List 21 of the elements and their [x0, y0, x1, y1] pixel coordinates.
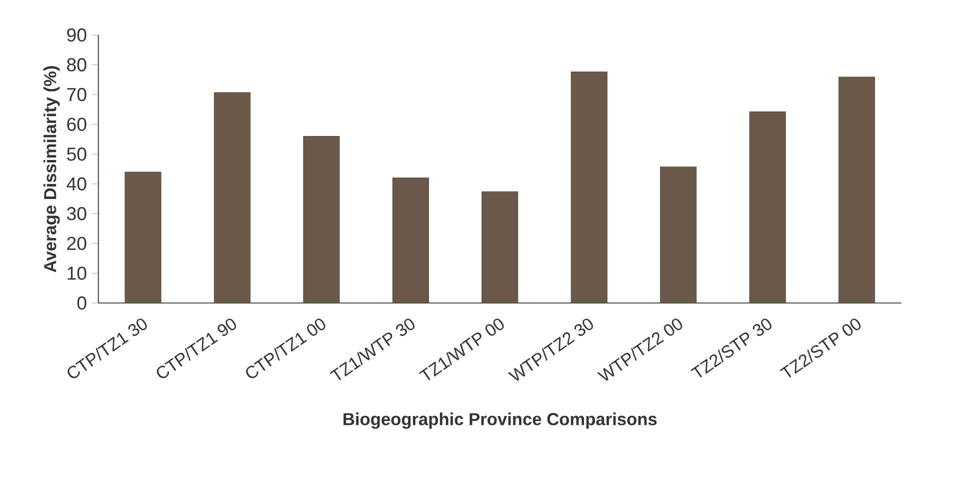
y-tick-label: 20 — [67, 236, 86, 250]
x-axis-title: Biogeographic Province Comparisons — [344, 412, 657, 429]
y-tick-label: 90 — [67, 28, 86, 42]
bar — [838, 76, 876, 303]
y-tick-label: 70 — [67, 88, 86, 102]
bar — [392, 178, 429, 303]
y-tick-label: 40 — [66, 177, 86, 191]
y-axis-title: Average Dissimilarity (%) — [44, 66, 60, 272]
y-tick-label: 80 — [67, 58, 86, 72]
bar — [749, 112, 786, 303]
y-tick-label: 10 — [68, 266, 86, 280]
bar — [482, 191, 518, 303]
bar — [570, 72, 608, 303]
bar — [124, 172, 162, 303]
bar — [303, 136, 340, 303]
y-tick-label: 30 — [66, 207, 86, 220]
y-tick-label: 0 — [77, 296, 86, 310]
y-tick-label: 60 — [67, 118, 86, 131]
bar — [660, 166, 697, 303]
y-tick-label: 50 — [67, 147, 86, 161]
bar — [214, 92, 250, 303]
